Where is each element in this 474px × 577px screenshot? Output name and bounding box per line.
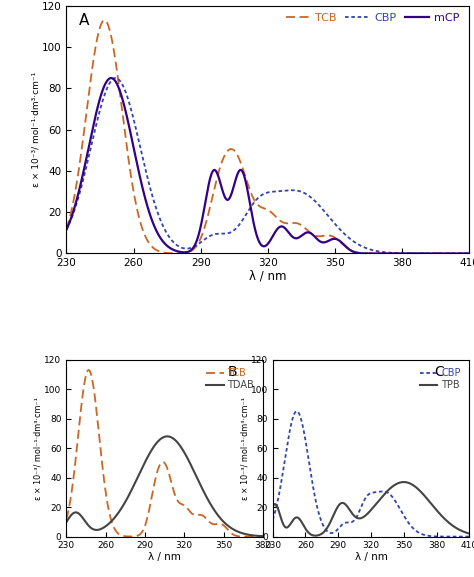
X-axis label: λ / nm: λ / nm [249,269,287,283]
X-axis label: λ / nm: λ / nm [148,552,181,562]
Text: B: B [228,365,237,379]
Y-axis label: ε × 10⁻³/ mol⁻¹·dm³·cm⁻¹: ε × 10⁻³/ mol⁻¹·dm³·cm⁻¹ [240,396,249,500]
Text: A: A [78,13,89,28]
Legend: CBP, TPB: CBP, TPB [416,365,465,394]
Text: C: C [434,365,444,379]
Legend: TCB, CBP, mCP: TCB, CBP, mCP [282,9,464,28]
Y-axis label: ε × 10⁻³/ mol⁻¹·dm³·cm⁻¹: ε × 10⁻³/ mol⁻¹·dm³·cm⁻¹ [31,72,40,188]
Y-axis label: ε × 10⁻³/ mol⁻¹·dm³·cm⁻¹: ε × 10⁻³/ mol⁻¹·dm³·cm⁻¹ [34,396,43,500]
Legend: TCB, TDAB: TCB, TDAB [202,365,258,394]
X-axis label: λ / nm: λ / nm [355,552,387,562]
